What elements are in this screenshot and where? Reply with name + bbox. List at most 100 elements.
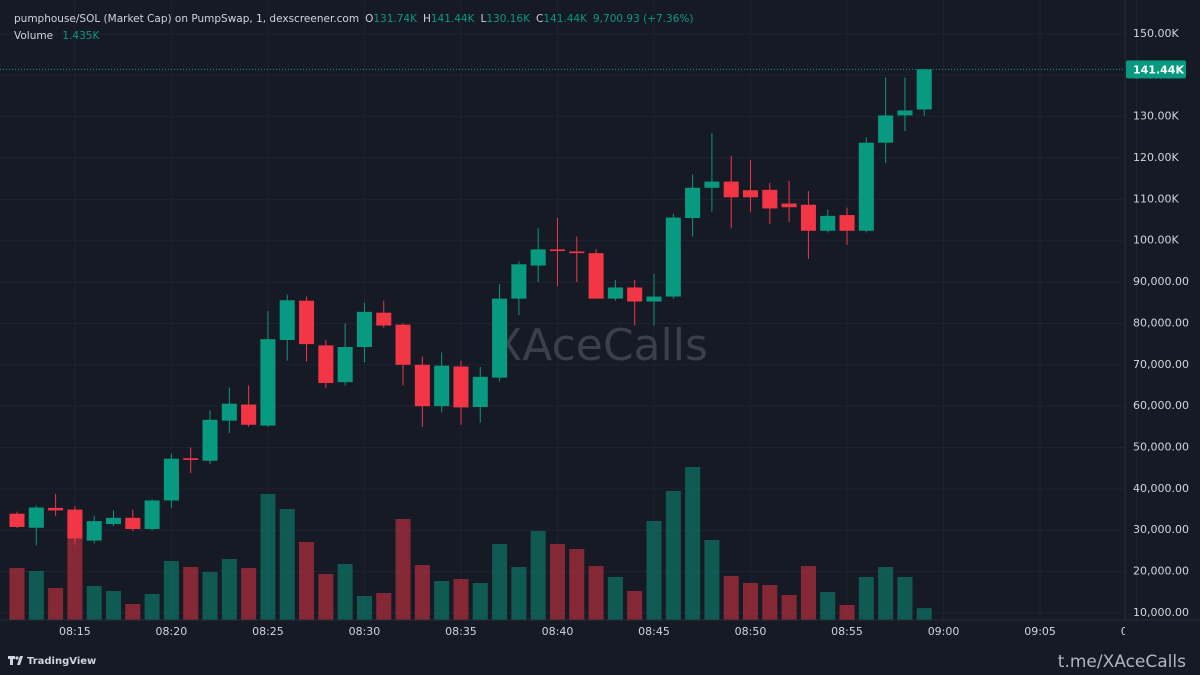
volume-bar [472, 583, 488, 620]
volume-bar [48, 588, 64, 620]
x-tick-label: 08:15 [59, 625, 91, 638]
volume-bar [28, 571, 44, 620]
ohlc-value: 141.44K [543, 13, 587, 25]
y-tick-label: 60,000.00 [1133, 399, 1189, 412]
price-label-box [1126, 60, 1186, 79]
volume-bar [665, 491, 681, 620]
candle-body [569, 251, 585, 254]
candle-body [67, 509, 83, 539]
legend-header: pumphouse/SOL (Market Cap) on PumpSwap, … [14, 11, 693, 45]
volume-bar [144, 594, 160, 620]
volume-bar [356, 596, 372, 620]
volume-bar [183, 567, 199, 620]
volume-line: Volume 1.435K [14, 28, 693, 45]
y-tick-label: 120.00K [1133, 151, 1179, 164]
price-label: 141.44K [1133, 63, 1184, 76]
volume-bar [260, 494, 276, 620]
candle-body [453, 366, 469, 408]
volume-bar [337, 564, 353, 620]
volume-bar [163, 561, 179, 620]
volume-bar [607, 577, 623, 620]
candle-body [356, 311, 372, 348]
volume-bar [549, 544, 566, 620]
volume-bar [395, 519, 411, 620]
ohlc-value: 130.16K [486, 13, 531, 25]
ohlc-key: C [536, 13, 544, 25]
candle-body [299, 300, 315, 345]
y-tick-label: 70,000.00 [1133, 358, 1189, 371]
volume-value: 1.435K [62, 30, 100, 42]
candle-body [183, 458, 199, 460]
candle-body [781, 203, 797, 208]
x-axis-labels: 08:15 08:20 08:25 08:30 08:35 08:40 08:45 08:50… [59, 625, 1125, 638]
y-tick-label: 110.00K [1133, 192, 1179, 205]
volume-bar [916, 608, 932, 620]
candle-body [318, 345, 334, 384]
volume-bar [86, 586, 102, 620]
ohlc: O131.74K H141.44K L130.16K C141.44K [359, 13, 587, 25]
volume-bar [376, 593, 392, 620]
candle-body [202, 419, 218, 461]
y-tick-label: 40,000.00 [1133, 482, 1189, 495]
candle-body [163, 458, 179, 501]
candle-body [125, 517, 141, 530]
x-tick-label: 08:20 [156, 625, 188, 638]
volume-bar [800, 566, 816, 620]
ohlc-key: L [480, 13, 487, 25]
candle-body [221, 403, 237, 421]
volume-bar [762, 585, 778, 620]
candle-body [607, 287, 623, 299]
volume-bar [299, 542, 315, 620]
volume-label: Volume [14, 30, 54, 42]
volume-bar [569, 549, 585, 620]
y-tick-label: 30,000.00 [1133, 523, 1189, 536]
volume-bar [105, 591, 122, 620]
y-tick-label: 10,000.00 [1133, 606, 1189, 619]
candle-body [395, 324, 411, 365]
ohlc-value: 141.44K [430, 13, 475, 25]
axes: 10,000.00 20,000.00 30,000.00 40,000.00 50,0… [59, 27, 1189, 638]
candle-body [549, 249, 566, 252]
candle-body [858, 142, 874, 231]
y-tick-label: 50,000.00 [1133, 441, 1189, 454]
ohlc-value: 131.74K [373, 13, 417, 25]
volume-bar [318, 574, 334, 620]
candle-body [414, 364, 430, 407]
candle-body [48, 507, 64, 511]
x-tick-label: 08:45 [638, 625, 670, 638]
change: 9,700.93 (+7.36%) [593, 13, 694, 25]
candle-body [376, 312, 392, 326]
y-tick-label: 150.00K [1133, 27, 1179, 40]
volume-bar [781, 595, 797, 620]
volume-bar [9, 568, 25, 620]
candle-body [704, 181, 720, 188]
candle-body [627, 287, 643, 302]
candle-body [800, 204, 816, 231]
candle-body [472, 376, 488, 407]
candle-body [28, 507, 44, 528]
volume-bar [241, 568, 257, 620]
ohlc-key: O [365, 13, 374, 25]
candle-body [337, 347, 353, 383]
candle-body [434, 365, 450, 407]
candle-body [897, 110, 913, 116]
volume-bar [221, 559, 237, 620]
candle-body [86, 521, 102, 541]
volume-bar [279, 509, 295, 620]
x-tick-label: 08:50 [735, 625, 767, 638]
candle-body [839, 215, 855, 231]
volume-bar [511, 567, 527, 620]
candle-layer [0, 68, 1125, 546]
volume-bar [723, 576, 739, 620]
candle-body [511, 264, 527, 299]
x-tick-label: 08:35 [445, 625, 477, 638]
ohlc-key: H [422, 13, 431, 25]
candle-body [144, 500, 160, 530]
volume-bar [704, 540, 720, 620]
brand-logo [8, 656, 23, 665]
candle-body [241, 404, 257, 425]
x-tick-label: 09:00 [928, 625, 960, 638]
candle-body [646, 296, 662, 302]
